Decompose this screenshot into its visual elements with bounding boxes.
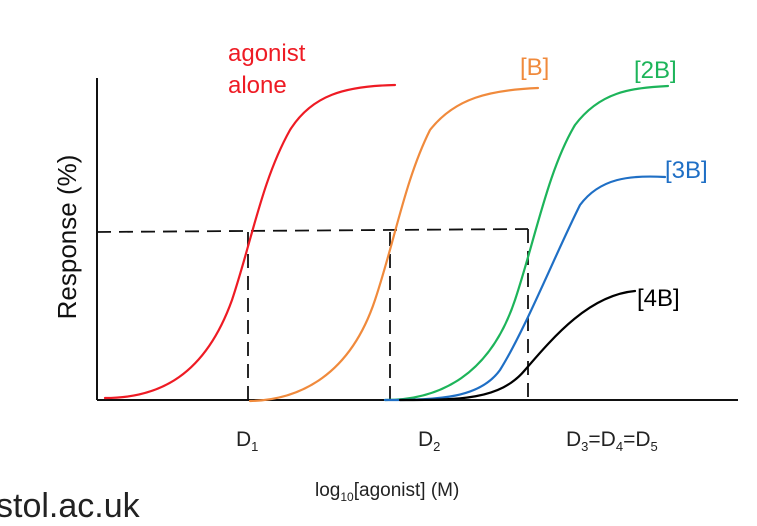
y-axis-label: Response (%) xyxy=(52,155,82,320)
curve-4b xyxy=(398,289,637,402)
curve-3b xyxy=(383,175,667,402)
d1-base: D xyxy=(236,428,251,451)
label-agonist-alone-line2: alone xyxy=(228,72,287,99)
d4-sub: 4 xyxy=(616,439,623,454)
curve-agonist-alone xyxy=(103,83,397,400)
d4-base: =D xyxy=(588,428,615,451)
x-axis-label-sub: 10 xyxy=(340,490,354,504)
curve-b xyxy=(248,86,540,403)
label-2b: [2B] xyxy=(634,57,677,84)
dose-label-d3-d4-d5: D3=D4=D5 xyxy=(566,428,658,454)
x-axis-label-log: log xyxy=(315,480,340,501)
x-axis-label: log10[agonist] (M) xyxy=(315,480,459,504)
d2-sub: 2 xyxy=(433,439,440,454)
label-b: [B] xyxy=(520,54,549,81)
x-axis-label-rest: [agonist] (M) xyxy=(354,480,460,501)
d5-base: =D xyxy=(623,428,650,451)
label-agonist-alone-line1: agonist xyxy=(228,40,306,67)
label-3b: [3B] xyxy=(665,157,708,184)
dose-label-d1: D1 xyxy=(236,428,258,454)
d3-base: D xyxy=(566,428,581,451)
footer-url-text: stol.ac.uk xyxy=(0,487,141,525)
curve-2b xyxy=(383,84,670,402)
d1-sub: 1 xyxy=(251,439,258,454)
d2-base: D xyxy=(418,428,433,451)
d5-sub: 5 xyxy=(651,439,658,454)
dose-label-d2: D2 xyxy=(418,428,440,454)
label-4b: [4B] xyxy=(637,285,680,312)
half-max-dashed-line xyxy=(96,228,529,233)
d3-sub: 3 xyxy=(581,439,588,454)
